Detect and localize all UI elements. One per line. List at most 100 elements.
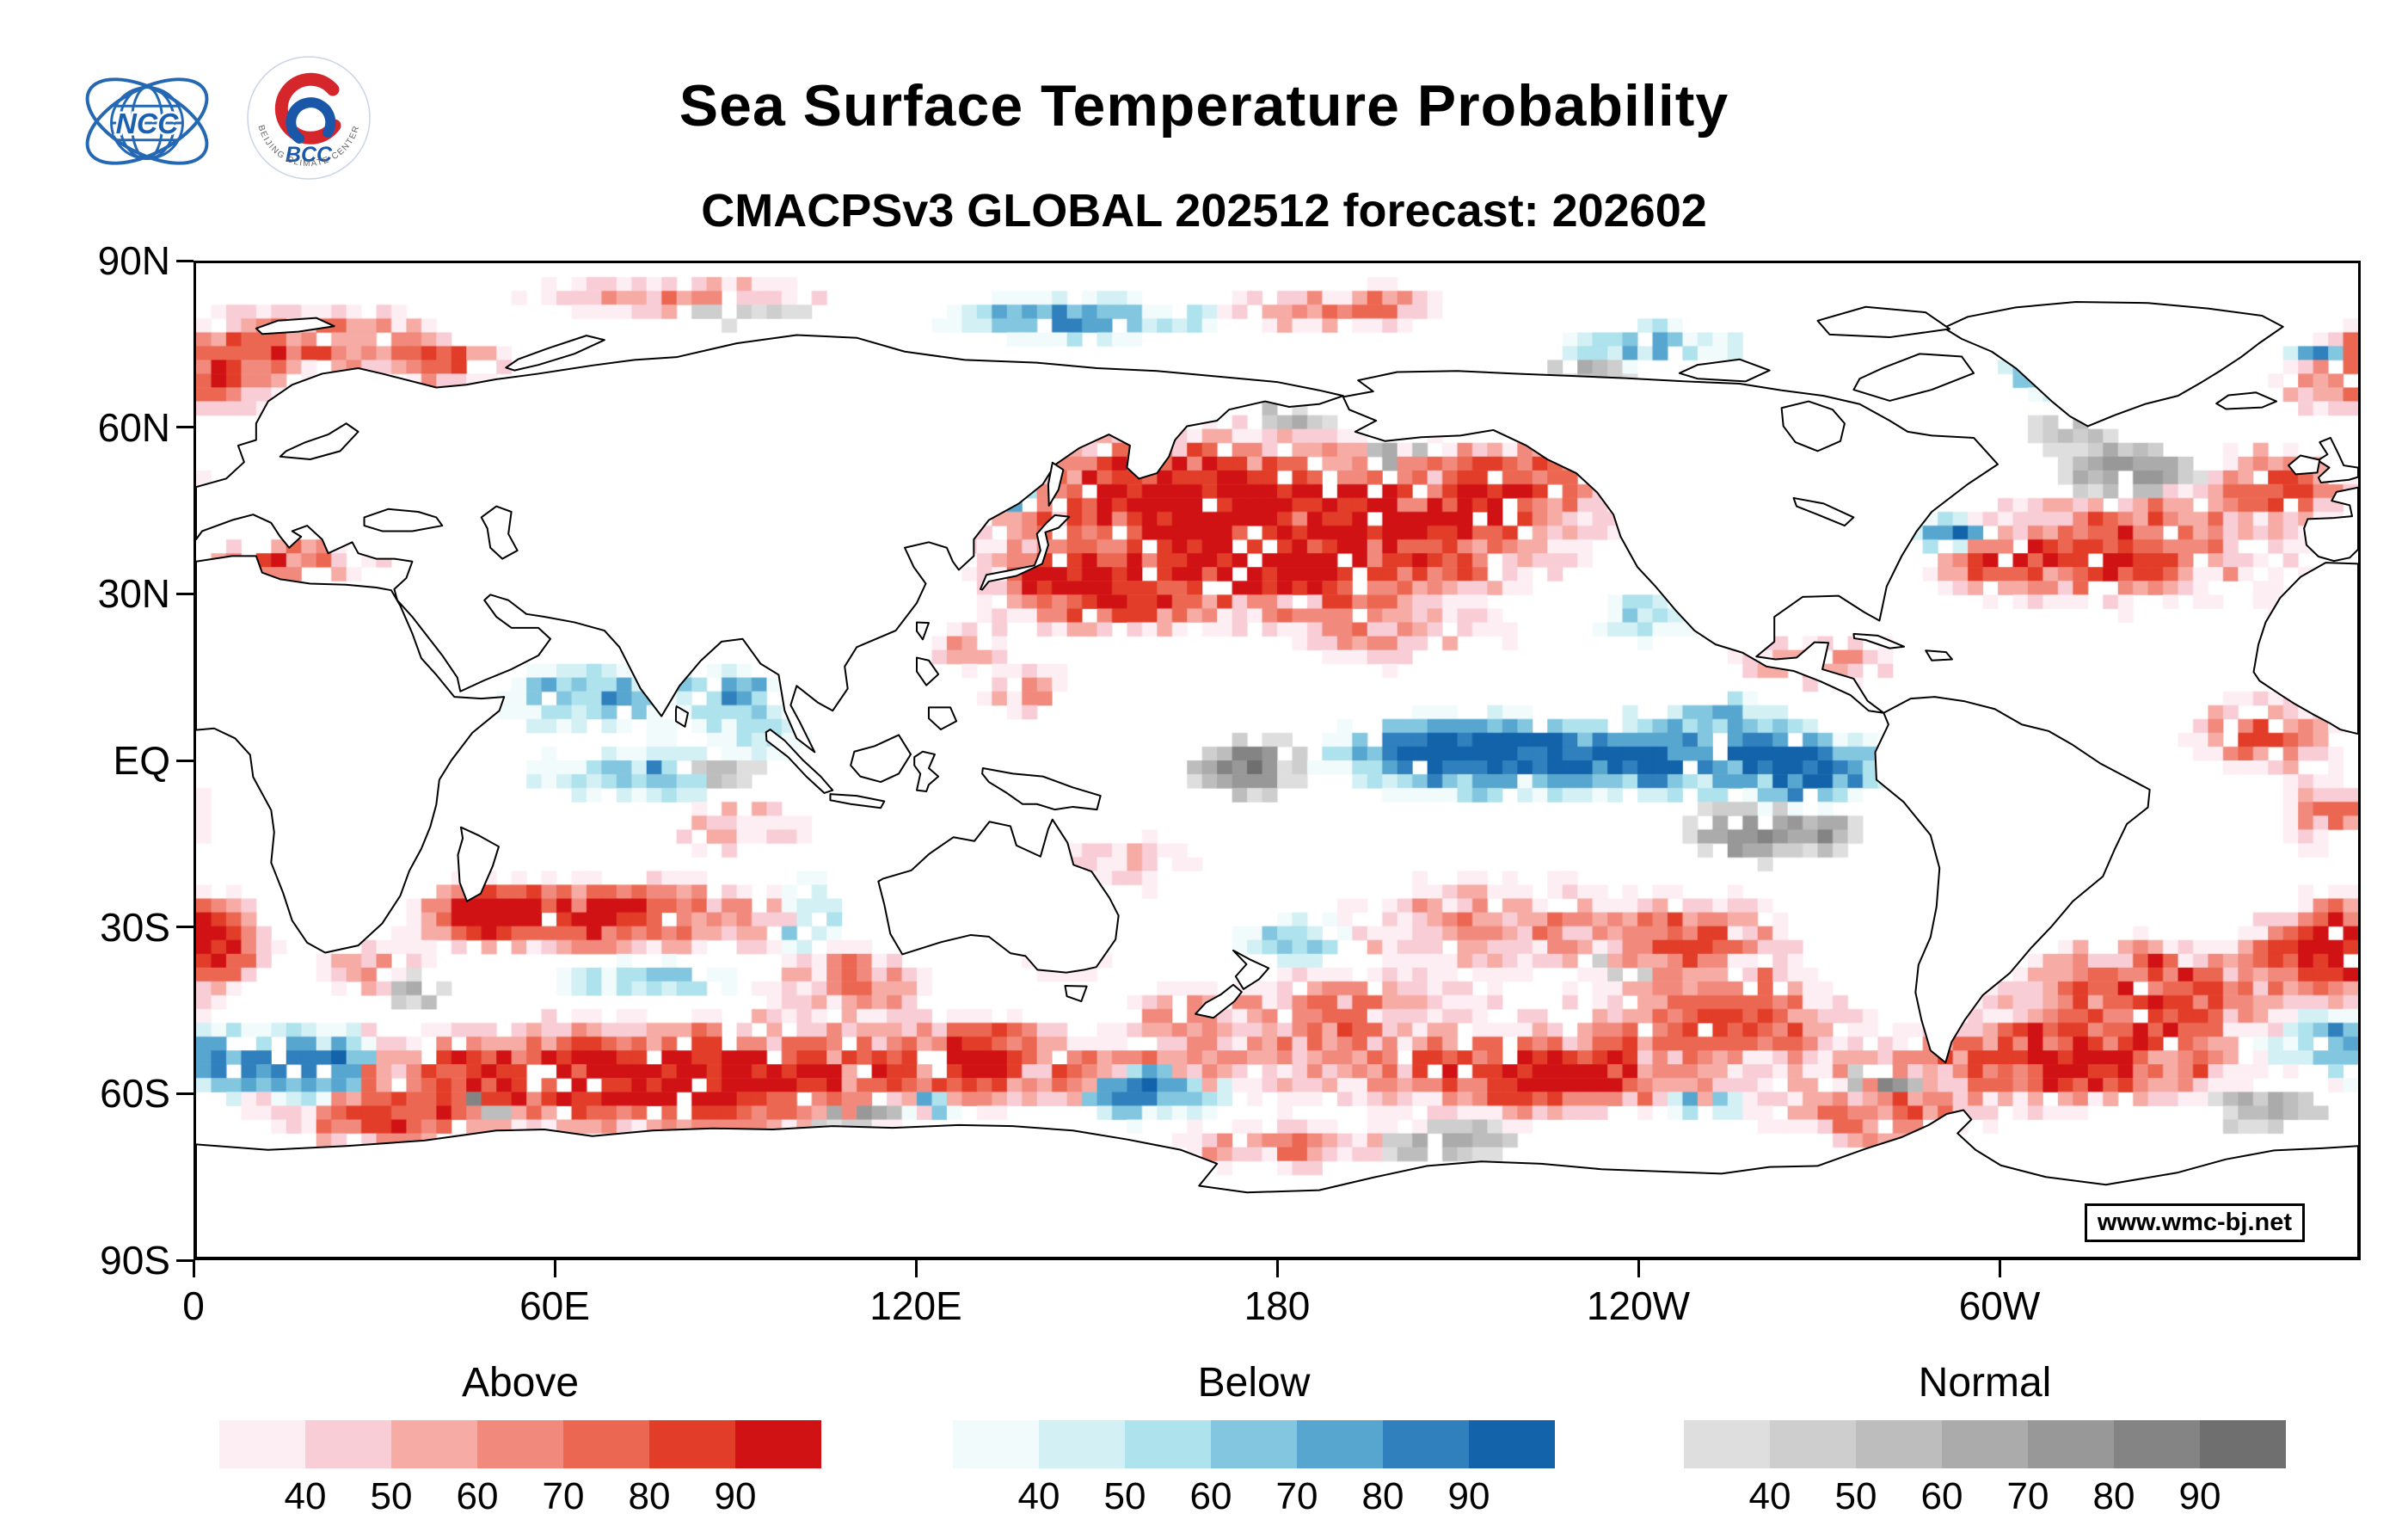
legend-below-ticks: 40 50 60 70 80 90	[953, 1475, 1555, 1520]
coastline-australia	[878, 820, 1118, 973]
colorbar-segment	[219, 1420, 305, 1468]
lat-label-EQ: EQ	[113, 738, 170, 783]
coastline-africa	[196, 556, 504, 952]
colorbar-segment	[1469, 1420, 1555, 1468]
lake-caspian_sea	[482, 507, 518, 559]
legend-tick-label: 60	[456, 1475, 499, 1517]
lon-label-0: 0	[182, 1283, 205, 1328]
lon-label-60W: 60W	[1958, 1283, 2041, 1328]
legend-tick-label: 90	[1447, 1475, 1490, 1517]
colorbar-segment	[305, 1420, 391, 1468]
coastline-ireland	[2288, 455, 2319, 474]
lon-tickmark	[1275, 1260, 1279, 1277]
lon-label-120E: 120E	[869, 1283, 962, 1328]
coastline-cuba	[1853, 634, 1904, 649]
coastline-west_africa_wrap	[2253, 563, 2358, 734]
ncc-logo: NCC	[85, 77, 209, 165]
colorbar-segment	[1125, 1420, 1211, 1468]
lon-label-60E: 60E	[519, 1283, 590, 1328]
legend-above-colorbar	[219, 1420, 821, 1468]
colorbar-segment	[2114, 1420, 2200, 1468]
legend-above-ticks: 40 50 60 70 80 90	[219, 1475, 821, 1520]
coastline-mindanao	[929, 707, 956, 729]
coastline-madagascar	[458, 828, 498, 901]
coastline-nz_north	[1233, 951, 1268, 989]
legend-tick-label: 80	[628, 1475, 671, 1517]
colorbar-segment	[2200, 1420, 2286, 1468]
legend-above: Above 40 50 60 70 80 90	[219, 1359, 821, 1520]
legend-below-colorbar	[953, 1420, 1555, 1468]
coastline-nz_south	[1195, 985, 1242, 1018]
lon-label-120W: 120W	[1586, 1283, 1691, 1328]
lat-label-30N: 30N	[97, 571, 170, 617]
legend-below-title: Below	[1197, 1360, 1311, 1406]
lat-tickmark	[176, 426, 194, 429]
coastline-java	[830, 794, 884, 808]
colorbar-segment	[1856, 1420, 1942, 1468]
bcc-logo-text: BCC	[286, 143, 333, 167]
legend-normal: Normal 40 50 60 70 80 90	[1684, 1359, 2286, 1520]
legend-tick-label: 50	[1103, 1475, 1146, 1517]
lat-tickmark	[176, 759, 194, 762]
coastline-west_europe_wrap	[2304, 488, 2358, 561]
lat-label-90S: 90S	[100, 1238, 170, 1283]
colorbar-segment	[391, 1420, 477, 1468]
ncc-orbit-icon	[85, 77, 209, 165]
lat-tickmark	[176, 1092, 194, 1095]
legend-tick-label: 40	[284, 1475, 327, 1517]
coastline-borneo	[851, 735, 911, 782]
colorbar-segment	[649, 1420, 735, 1468]
legend-tick-label: 50	[1834, 1475, 1877, 1517]
lat-tickmark	[176, 592, 194, 595]
legend-tick-label: 60	[1189, 1475, 1232, 1517]
colorbar-segment	[1297, 1420, 1383, 1468]
lake-black_sea	[365, 509, 443, 532]
legend-tick-label: 80	[1361, 1475, 1404, 1517]
colorbar-segment	[1383, 1420, 1469, 1468]
legend-tick-label: 80	[2092, 1475, 2135, 1517]
coastline-hispaniola	[1926, 650, 1952, 661]
coastline-svalbard	[256, 318, 335, 335]
legend-tick-label: 90	[714, 1475, 757, 1517]
lon-tickmark	[553, 1260, 556, 1277]
lat-label-60S: 60S	[100, 1071, 170, 1117]
legend-below: Below 40 50 60 70 80 90	[953, 1359, 1555, 1520]
coastlines	[196, 263, 2358, 1258]
colorbar-segment	[477, 1420, 563, 1468]
coastline-uk_wrap	[2318, 438, 2358, 483]
page-subtitle: CMACPSv3 GLOBAL 202512 forecast: 202602	[701, 185, 1707, 237]
lon-tickmark	[914, 1260, 918, 1277]
coastline-sri_lanka	[676, 706, 688, 727]
coastline-luzon	[917, 658, 938, 686]
coastline-baffin	[1853, 354, 1974, 401]
coastline-north_america	[1343, 371, 1998, 713]
colorbar-segment	[1942, 1420, 2028, 1468]
lake-great_lakes	[1794, 498, 1854, 526]
coastline-victoria_island	[1680, 360, 1770, 382]
coastline-sulawesi	[914, 752, 938, 791]
lat-tickmark	[176, 926, 194, 929]
colorbar-segment	[563, 1420, 649, 1468]
legend-tick-label: 50	[370, 1475, 413, 1517]
coastline-new_guinea	[982, 768, 1101, 809]
coastline-greenland	[1944, 302, 2283, 427]
map: www.wmc-bj.net	[194, 261, 2361, 1260]
lat-label-30S: 30S	[100, 904, 170, 950]
coastline-antarctica	[196, 1111, 2358, 1258]
legend-tick-label: 70	[542, 1475, 585, 1517]
lon-label-180: 180	[1244, 1283, 1311, 1328]
colorbar-segment	[1684, 1420, 1770, 1468]
lon-tickmark	[1998, 1260, 2001, 1277]
bcc-ring-icon	[247, 56, 371, 180]
coastline-iceland	[2216, 392, 2276, 409]
coastline-sumatra	[766, 729, 833, 793]
legend-above-title: Above	[461, 1360, 580, 1406]
coastline-south_america	[1876, 697, 2150, 1062]
coastline-sakhalin	[1048, 463, 1063, 506]
bcc-logo: BCC BEIJING CLIMATE CENTER	[247, 56, 371, 180]
bcc-red-swirl-icon	[274, 72, 341, 145]
colorbar-segment	[953, 1420, 1039, 1468]
legend-normal-ticks: 40 50 60 70 80 90	[1684, 1475, 2286, 1520]
lake-baltic_sea	[280, 423, 359, 459]
